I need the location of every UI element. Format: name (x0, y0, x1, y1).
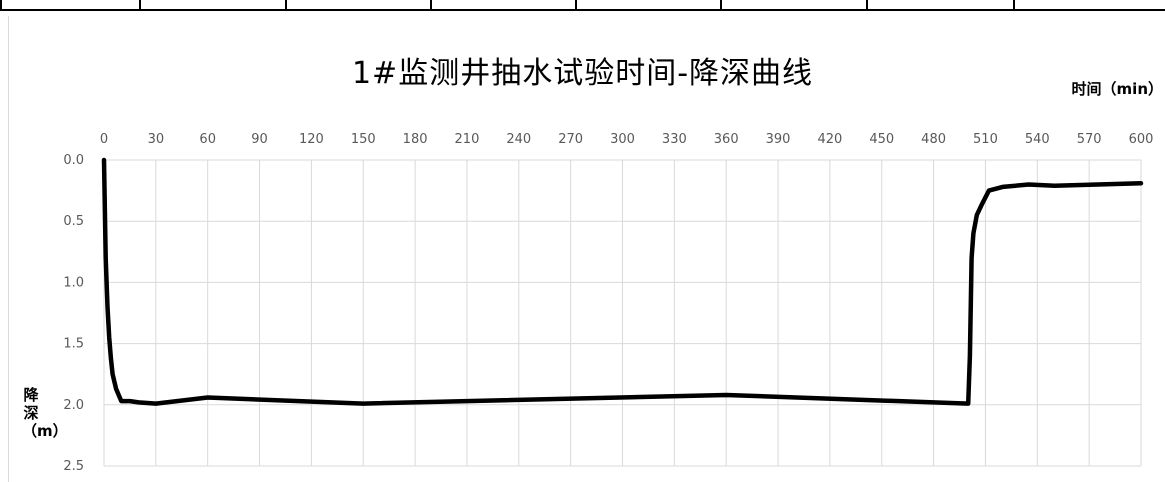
y-tick-label: 1.5 (63, 337, 84, 352)
x-tick-label: 510 (973, 132, 998, 147)
table-cell-divider (720, 0, 722, 10)
x-tick-label: 210 (455, 132, 480, 147)
x-tick-label: 540 (1025, 132, 1050, 147)
x-tick-label: 180 (403, 132, 428, 147)
x-tick-label: 30 (148, 132, 165, 147)
x-tick-label: 360 (714, 132, 739, 147)
x-tick-label: 600 (1129, 132, 1154, 147)
x-tick-label: 330 (662, 132, 687, 147)
y-tick-label: 2.5 (63, 459, 84, 474)
chart-area (8, 16, 1165, 482)
table-cell-divider (0, 0, 2, 10)
x-tick-label: 150 (351, 132, 376, 147)
table-cell-divider (866, 0, 868, 10)
series-line (101, 157, 1144, 406)
x-tick-label: 270 (558, 132, 583, 147)
table-bottom-border (0, 9, 1165, 11)
x-tick-label: 570 (1077, 132, 1102, 147)
y-tick-label: 0.5 (63, 214, 84, 229)
x-tick-label: 240 (506, 132, 531, 147)
x-axis-title: 时间（min） (1071, 80, 1163, 98)
x-tick-label: 300 (610, 132, 635, 147)
table-cell-divider (139, 0, 141, 10)
x-tick-label: 90 (251, 132, 268, 147)
table-cell-divider (430, 0, 432, 10)
x-tick-label: 450 (869, 132, 894, 147)
y-tick-label: 2.0 (63, 398, 84, 413)
x-tick-label: 0 (100, 132, 108, 147)
top-table-border (0, 0, 1165, 12)
x-tick-label: 120 (299, 132, 324, 147)
y-tick-label: 0.0 (63, 153, 84, 168)
x-tick-label: 60 (199, 132, 216, 147)
x-tick-label: 480 (921, 132, 946, 147)
chart-title: 1#监测井抽水试验时间-降深曲线 (351, 56, 814, 91)
x-tick-label: 390 (766, 132, 791, 147)
table-cell-divider (285, 0, 287, 10)
table-cell-divider (575, 0, 577, 10)
y-tick-label: 1.0 (63, 275, 84, 290)
x-tick-label: 420 (817, 132, 842, 147)
table-cell-divider (1013, 0, 1015, 10)
